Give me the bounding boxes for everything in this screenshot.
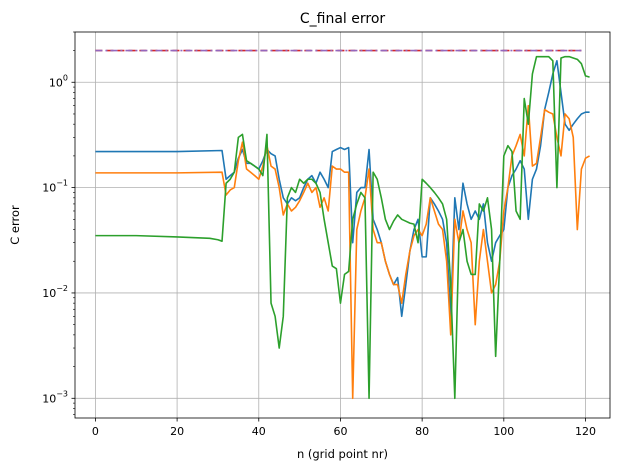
y-tick-base: 10 xyxy=(42,182,56,195)
y-tick-label: 10−3 xyxy=(42,389,68,405)
series-line-2 xyxy=(95,104,590,400)
series-line-3 xyxy=(95,55,590,400)
chart-title: C_final error xyxy=(300,11,386,27)
y-tick-exponent: −3 xyxy=(56,389,68,398)
y-axis-label: C error xyxy=(8,205,22,245)
y-tick-exponent: −1 xyxy=(56,179,68,188)
x-axis-label: n (grid point nr) xyxy=(297,447,388,461)
y-tick-exponent: −2 xyxy=(56,284,68,293)
y-tick-base: 10 xyxy=(42,287,56,300)
series-group xyxy=(95,49,590,400)
y-tick-exponent: 0 xyxy=(63,73,68,82)
x-tick-label: 60 xyxy=(333,425,347,438)
plot-frame xyxy=(74,31,611,419)
x-tick-label: 80 xyxy=(415,425,429,438)
x-tick-label: 40 xyxy=(252,425,266,438)
y-tick-label: 100 xyxy=(49,73,68,89)
x-tick-label: 0 xyxy=(92,425,99,438)
x-tick-label: 120 xyxy=(575,425,596,438)
y-tick-base: 10 xyxy=(49,76,63,89)
x-tick-label: 20 xyxy=(170,425,184,438)
x-tick-label: 100 xyxy=(493,425,514,438)
y-tick-label: 10−1 xyxy=(42,179,68,195)
y-tick-label: 10−2 xyxy=(42,284,68,300)
y-tick-base: 10 xyxy=(42,392,56,405)
